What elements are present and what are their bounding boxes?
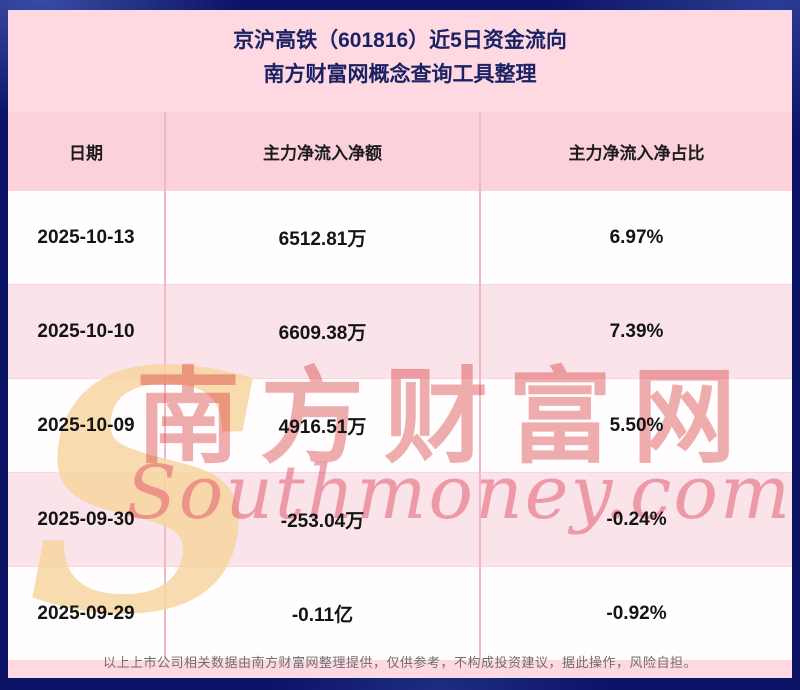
net-inflow-cell: 6609.38万	[164, 284, 480, 379]
table-row: 2025-09-29 -0.11亿 -0.92%	[8, 566, 792, 660]
content-panel: 京沪高铁（601816）近5日资金流向 南方财富网概念查询工具整理 S 南方财富…	[8, 10, 792, 678]
date-cell: 2025-09-30	[37, 508, 135, 530]
net-inflow-cell: 6512.81万	[164, 190, 480, 285]
net-inflow-cell: -253.04万	[164, 472, 480, 567]
ratio-cell: -0.24%	[479, 472, 792, 567]
column-header-net-inflow: 主力净流入净额	[164, 112, 480, 191]
ratio-cell: 5.50%	[479, 378, 792, 473]
table-row: 2025-09-30 -253.04万 -0.24%	[8, 472, 792, 567]
ratio-cell: 7.39%	[479, 284, 792, 379]
page-title: 京沪高铁（601816）近5日资金流向	[233, 29, 567, 52]
date-cell: 2025-09-29	[37, 602, 135, 624]
date-cell: 2025-10-09	[37, 414, 135, 436]
table-row: 2025-10-10 6609.38万 7.39%	[8, 284, 792, 379]
column-header-net-inflow-ratio: 主力净流入净占比	[479, 112, 792, 191]
table-row: 2025-10-13 6512.81万 6.97%	[8, 190, 792, 285]
ratio-cell: 6.97%	[479, 190, 792, 285]
net-inflow-cell: 4916.51万	[164, 378, 480, 473]
fund-flow-table: 日期 主力净流入净额 主力净流入净占比 2025-10-13 6512.81万 …	[8, 112, 792, 660]
title-block: 京沪高铁（601816）近5日资金流向 南方财富网概念查询工具整理	[8, 24, 792, 92]
table-header-row: 日期 主力净流入净额 主力净流入净占比	[8, 112, 792, 191]
table-row: 2025-10-09 4916.51万 5.50%	[8, 378, 792, 473]
ratio-cell: -0.92%	[479, 566, 792, 660]
net-inflow-cell: -0.11亿	[164, 566, 480, 660]
page-subtitle: 南方财富网概念查询工具整理	[263, 63, 537, 86]
column-header-date: 日期	[8, 112, 165, 191]
date-cell: 2025-10-13	[37, 226, 135, 248]
date-cell: 2025-10-10	[37, 320, 135, 342]
